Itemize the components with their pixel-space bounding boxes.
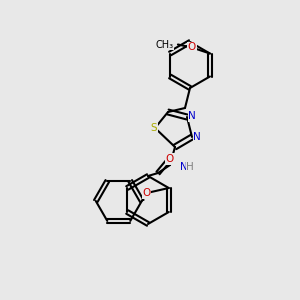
Text: N: N [188,111,196,121]
Text: O: O [188,43,196,52]
Text: O: O [166,154,174,164]
Text: N: N [193,132,201,142]
Text: S: S [151,123,157,133]
Text: O: O [143,188,151,198]
Text: H: H [186,162,194,172]
Text: CH₃: CH₃ [156,40,174,50]
Text: N: N [180,162,188,172]
